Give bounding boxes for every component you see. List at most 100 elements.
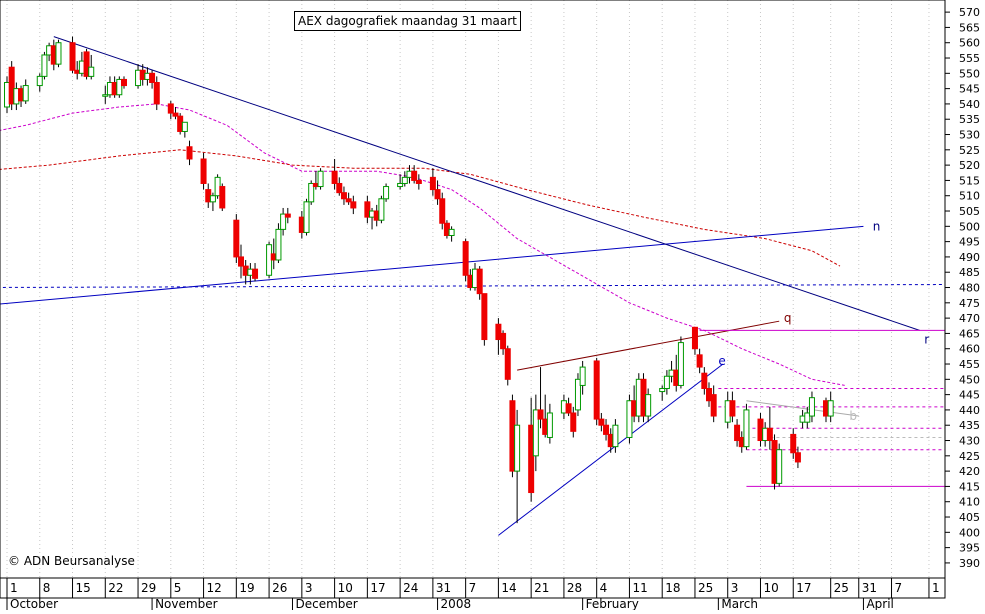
candle-77 xyxy=(504,345,511,386)
month-label-december: December xyxy=(295,597,357,610)
candle-126 xyxy=(827,391,834,423)
x-tick-label-12: 24 xyxy=(403,581,418,595)
trendline-q xyxy=(517,320,780,371)
line-label-q: q xyxy=(784,311,792,325)
candle-74 xyxy=(481,293,488,346)
x-tick-label-16: 21 xyxy=(534,581,549,595)
x-tick-label-1: 8 xyxy=(43,581,51,595)
x-tick-label-0: 1 xyxy=(10,581,18,595)
candle-79 xyxy=(514,409,521,524)
y-tick-label-8: 430 xyxy=(959,435,980,448)
y-tick-label-9: 435 xyxy=(959,419,980,432)
x-tick-label-26: 31 xyxy=(862,581,877,595)
candle-114 xyxy=(743,403,750,450)
candle-30 xyxy=(200,152,207,190)
candle-94 xyxy=(612,419,619,453)
x-tick-label-23: 10 xyxy=(763,581,778,595)
candle-28 xyxy=(181,121,188,138)
candle-42 xyxy=(275,223,282,264)
y-tick-label-1: 395 xyxy=(959,542,980,555)
candle-59 xyxy=(383,183,390,202)
candle-58 xyxy=(378,195,385,224)
candle-75 xyxy=(495,318,502,355)
y-tick-label-28: 530 xyxy=(959,129,980,142)
x-tick-label-21: 25 xyxy=(698,581,713,595)
x-tick-label-28: 1 xyxy=(932,581,940,595)
candle-67 xyxy=(439,192,446,230)
month-label-2008: 2008 xyxy=(441,597,472,610)
y-tick-label-30: 540 xyxy=(959,98,980,111)
candle-88 xyxy=(574,373,581,417)
candle-32 xyxy=(209,192,216,212)
candle-90 xyxy=(593,357,600,426)
candle-14 xyxy=(88,54,95,80)
candle-119 xyxy=(776,443,783,487)
candle-105 xyxy=(691,326,698,355)
x-tick-label-10: 10 xyxy=(338,581,353,595)
y-tick-label-20: 490 xyxy=(959,251,980,264)
x-tick-label-13: 31 xyxy=(436,581,451,595)
month-label-march: March xyxy=(721,597,758,610)
line-label-r: r xyxy=(924,333,929,347)
candle-34 xyxy=(219,183,226,212)
candle-54 xyxy=(350,195,357,215)
y-tick-label-4: 410 xyxy=(959,496,980,509)
month-label-november: November xyxy=(155,597,217,610)
y-tick-label-29: 535 xyxy=(959,113,980,126)
y-tick-label-32: 550 xyxy=(959,67,980,80)
y-tick-label-27: 525 xyxy=(959,144,980,157)
line-label-n: n xyxy=(873,219,881,233)
candle-36 xyxy=(238,244,244,279)
month-label-october: October xyxy=(10,597,58,610)
candle-6 xyxy=(41,51,48,80)
y-tick-label-10: 440 xyxy=(959,404,980,417)
y-tick-label-26: 520 xyxy=(959,159,980,172)
candle-101 xyxy=(663,370,670,395)
x-tick-label-6: 12 xyxy=(207,581,222,595)
candle-61 xyxy=(401,171,408,187)
candle-1 xyxy=(8,61,15,111)
candle-124 xyxy=(808,391,815,423)
y-tick-label-6: 420 xyxy=(959,465,980,478)
candle-10 xyxy=(69,36,76,74)
candle-112 xyxy=(734,419,741,447)
candle-29 xyxy=(186,140,193,166)
x-tick-label-22: 3 xyxy=(731,581,739,595)
candle-18 xyxy=(116,76,123,98)
candle-25 xyxy=(167,100,174,120)
y-tick-label-24: 510 xyxy=(959,190,980,203)
y-tick-label-12: 450 xyxy=(959,373,980,386)
y-tick-label-7: 425 xyxy=(959,450,980,463)
y-tick-label-16: 470 xyxy=(959,312,980,325)
credit-text: © ADN Beursanalyse xyxy=(8,554,135,568)
candle-65 xyxy=(429,168,436,196)
y-tick-label-33: 555 xyxy=(959,52,980,65)
y-tick-label-2: 400 xyxy=(959,526,980,539)
candle-82 xyxy=(537,367,544,429)
candle-117 xyxy=(766,406,773,450)
candle-89 xyxy=(579,360,586,395)
candle-52 xyxy=(340,186,347,205)
x-tick-label-19: 11 xyxy=(632,581,647,595)
y-tick-label-34: 560 xyxy=(959,37,980,50)
candle-109 xyxy=(710,385,717,423)
y-tick-label-36: 570 xyxy=(959,6,980,19)
candle-69 xyxy=(448,226,455,242)
y-tick-label-22: 500 xyxy=(959,220,980,233)
candle-5 xyxy=(36,73,43,92)
x-tick-label-25: 25 xyxy=(834,581,849,595)
candle-123 xyxy=(804,406,811,429)
x-tick-label-17: 28 xyxy=(567,581,582,595)
y-tick-label-35: 565 xyxy=(959,21,980,34)
x-tick-label-14: 7 xyxy=(469,581,477,595)
candle-95 xyxy=(626,394,633,444)
candle-106 xyxy=(696,348,703,374)
candle-24 xyxy=(153,76,160,111)
month-label-february: February xyxy=(586,597,639,610)
candle-9 xyxy=(55,39,62,68)
x-tick-label-18: 4 xyxy=(600,581,608,595)
line-label-e: e xyxy=(718,354,725,368)
candle-35 xyxy=(233,214,240,264)
candle-15 xyxy=(102,85,109,104)
